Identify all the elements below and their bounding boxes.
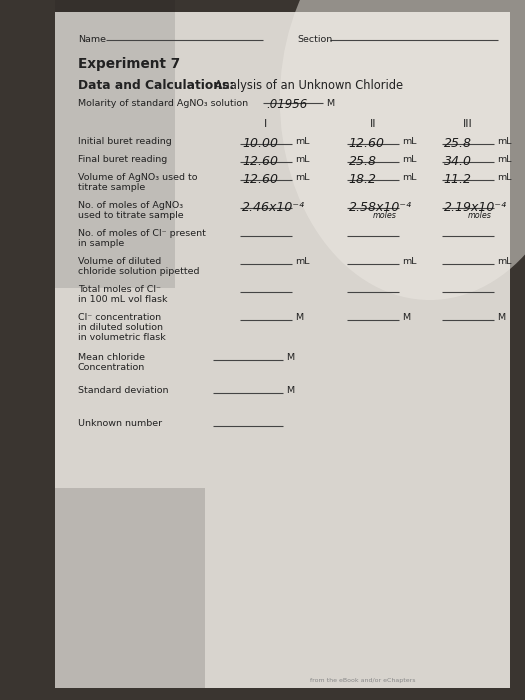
Text: Concentration: Concentration	[78, 363, 145, 372]
Text: M: M	[286, 386, 294, 395]
Text: Final buret reading: Final buret reading	[78, 155, 167, 164]
Text: Analysis of an Unknown Chloride: Analysis of an Unknown Chloride	[211, 79, 403, 92]
Text: 2.46x10⁻⁴: 2.46x10⁻⁴	[242, 201, 305, 214]
Text: Total moles of Cl⁻: Total moles of Cl⁻	[78, 285, 161, 294]
Text: in sample: in sample	[78, 239, 124, 248]
Text: Name: Name	[78, 35, 106, 44]
Bar	[55, 0, 175, 288]
Text: mL: mL	[497, 155, 511, 164]
Text: M: M	[402, 313, 410, 322]
Text: chloride solution pipetted: chloride solution pipetted	[78, 267, 200, 276]
Text: 25.8: 25.8	[349, 155, 377, 168]
Text: mL: mL	[295, 173, 309, 182]
Text: Initial buret reading: Initial buret reading	[78, 137, 172, 146]
Text: mL: mL	[497, 137, 511, 146]
Text: in volumetric flask: in volumetric flask	[78, 333, 166, 342]
Text: No. of moles of Cl⁻ present: No. of moles of Cl⁻ present	[78, 229, 206, 238]
Text: Section: Section	[298, 35, 333, 44]
Text: II: II	[370, 119, 376, 129]
Text: 12.60: 12.60	[349, 137, 385, 150]
Text: mL: mL	[402, 155, 416, 164]
Bar	[55, 12, 510, 688]
Text: Volume of diluted: Volume of diluted	[78, 257, 161, 266]
Text: No. of moles of AgNO₃: No. of moles of AgNO₃	[78, 201, 183, 210]
Text: M: M	[286, 353, 294, 362]
Text: 12.60: 12.60	[242, 155, 278, 168]
Text: used to titrate sample: used to titrate sample	[78, 211, 184, 220]
Text: in diluted solution: in diluted solution	[78, 323, 163, 332]
Text: 34.0: 34.0	[444, 155, 472, 168]
Text: in 100 mL vol flask: in 100 mL vol flask	[78, 295, 167, 304]
Text: Cl⁻ concentration: Cl⁻ concentration	[78, 313, 161, 322]
Text: Volume of AgNO₃ used to: Volume of AgNO₃ used to	[78, 173, 197, 182]
Text: Unknown number: Unknown number	[78, 419, 162, 428]
Text: from the eBook and/or eChapters: from the eBook and/or eChapters	[310, 678, 415, 683]
Ellipse shape	[280, 0, 525, 300]
Text: M: M	[326, 99, 334, 108]
Text: titrate sample: titrate sample	[78, 183, 145, 192]
Text: 2.19x10⁻⁴: 2.19x10⁻⁴	[444, 201, 507, 214]
Text: Mean chloride: Mean chloride	[78, 353, 145, 362]
Text: .01956: .01956	[266, 98, 307, 111]
Text: mL: mL	[295, 257, 309, 266]
Text: moles: moles	[468, 211, 492, 220]
Text: mL: mL	[497, 173, 511, 182]
Text: mL: mL	[402, 137, 416, 146]
Text: III: III	[463, 119, 472, 129]
Text: Molarity of standard AgNO₃ solution: Molarity of standard AgNO₃ solution	[78, 99, 248, 108]
Text: Standard deviation: Standard deviation	[78, 386, 169, 395]
Text: M: M	[497, 313, 505, 322]
Text: M: M	[295, 313, 303, 322]
Text: 2.58x10⁻⁴: 2.58x10⁻⁴	[349, 201, 412, 214]
Text: mL: mL	[402, 173, 416, 182]
Text: I: I	[264, 119, 268, 129]
Text: Experiment 7: Experiment 7	[78, 57, 180, 71]
Text: 11.2: 11.2	[444, 173, 472, 186]
Text: mL: mL	[295, 137, 309, 146]
Text: 10.00: 10.00	[242, 137, 278, 150]
Text: Data and Calculations:: Data and Calculations:	[78, 79, 234, 92]
Bar	[55, 488, 205, 688]
Text: moles: moles	[373, 211, 397, 220]
Text: mL: mL	[295, 155, 309, 164]
Text: mL: mL	[402, 257, 416, 266]
Text: 18.2: 18.2	[349, 173, 377, 186]
Text: 12.60: 12.60	[242, 173, 278, 186]
Text: 25.8: 25.8	[444, 137, 472, 150]
Text: mL: mL	[497, 257, 511, 266]
